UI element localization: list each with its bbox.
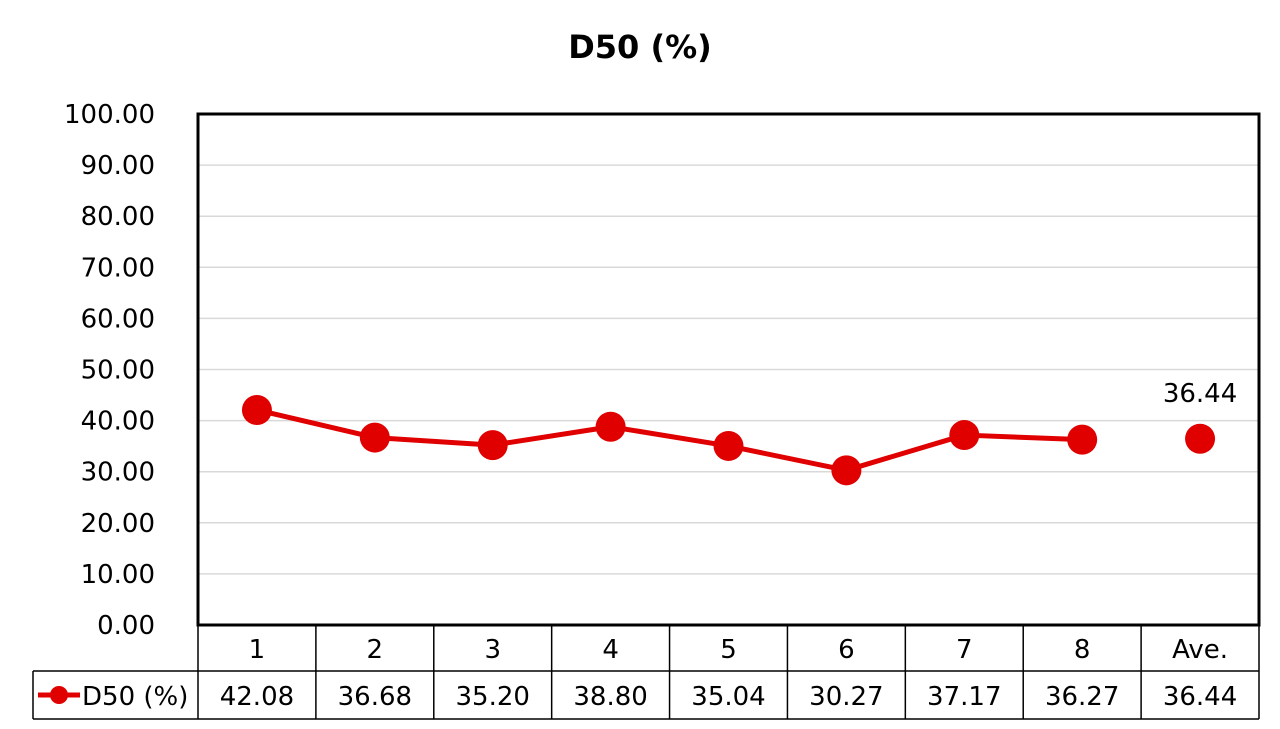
table-value: 36.68	[338, 682, 412, 712]
plot-border	[196, 112, 1261, 627]
table-value: 36.44	[1163, 682, 1237, 712]
data-point	[595, 411, 626, 442]
y-tick-label: 70.00	[81, 253, 155, 283]
data-point	[477, 430, 508, 461]
data-table: 1 2 3 4 5 6 7 8 Ave. D50 (%) 42.08 36.68 35.20 38.80 3…	[32, 625, 1260, 720]
data-point	[359, 422, 390, 453]
y-tick-label: 50.00	[81, 356, 155, 386]
x-tick-label: 7	[956, 635, 973, 665]
average-point	[1185, 423, 1216, 454]
y-tick-label: 60.00	[81, 304, 155, 334]
table-value: 35.04	[691, 682, 765, 712]
y-tick-label: 40.00	[81, 407, 155, 437]
data-point	[1067, 424, 1098, 455]
table-value: 42.08	[220, 682, 294, 712]
table-value: 35.20	[456, 682, 530, 712]
series-layer: 36.44	[241, 379, 1237, 486]
data-point	[831, 455, 862, 486]
data-point	[949, 420, 980, 451]
x-tick-label: 3	[484, 635, 501, 665]
average-data-label: 36.44	[1163, 379, 1237, 409]
table-value: 36.27	[1045, 682, 1119, 712]
legend-marker-key	[50, 686, 68, 704]
table-value: 38.80	[573, 682, 647, 712]
y-tick-label: 80.00	[81, 202, 155, 232]
data-point	[241, 394, 272, 425]
x-tick-label: Ave.	[1172, 635, 1228, 665]
chart-title: D50 (%)	[568, 28, 712, 66]
y-tick-label: 10.00	[81, 560, 155, 590]
x-tick-label: 4	[602, 635, 619, 665]
y-axis-ticks: 0.00 10.00 20.00 30.00 40.00 50.00 60.00 70.00 8…	[64, 100, 155, 641]
data-point	[713, 430, 744, 461]
legend-label: D50 (%)	[82, 682, 188, 712]
x-tick-label: 8	[1074, 635, 1091, 665]
x-tick-label: 5	[720, 635, 737, 665]
y-tick-label: 30.00	[81, 458, 155, 488]
y-tick-label: 90.00	[81, 151, 155, 181]
table-value: 30.27	[809, 682, 883, 712]
x-tick-label: 6	[838, 635, 855, 665]
y-tick-label: 20.00	[81, 509, 155, 539]
y-tick-label: 100.00	[64, 100, 155, 130]
x-tick-label: 1	[249, 635, 266, 665]
table-value: 37.17	[927, 682, 1001, 712]
series-line-d50	[256, 407, 1083, 473]
y-tick-label: 0.00	[97, 611, 155, 641]
grid-lines	[196, 112, 1261, 627]
x-tick-label: 2	[367, 635, 384, 665]
